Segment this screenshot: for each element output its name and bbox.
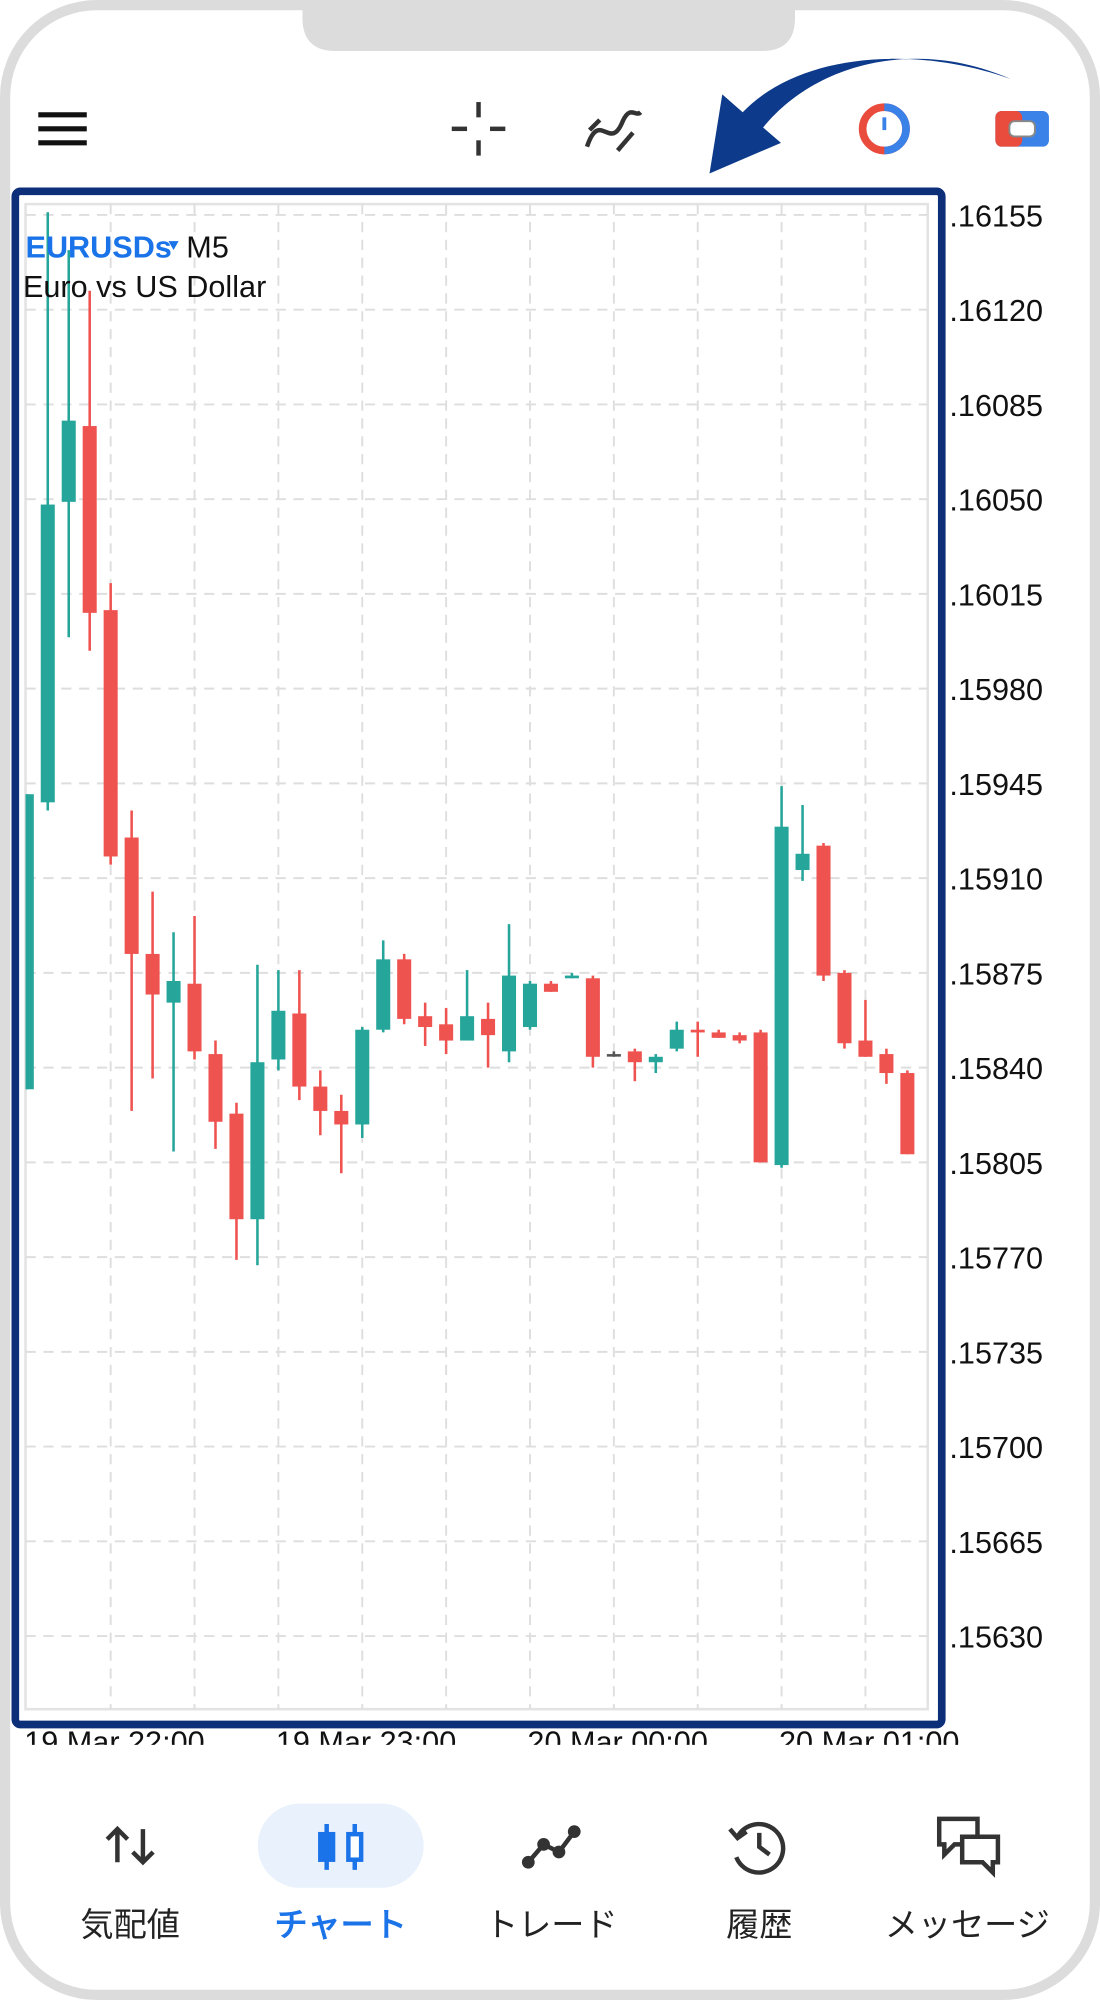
symbol-name[interactable]: EURUSDs xyxy=(26,231,172,265)
candle-body xyxy=(627,1051,642,1063)
indicator-button[interactable] xyxy=(584,110,643,152)
candle-body xyxy=(564,975,579,979)
candle-body xyxy=(25,794,34,1090)
candle-body xyxy=(606,1054,621,1057)
candle-body xyxy=(753,1032,768,1163)
nav-label[interactable]: トレード xyxy=(485,1907,618,1944)
y-tick-label: .15875 xyxy=(949,957,1043,991)
candle-body xyxy=(355,1029,370,1125)
candle-body xyxy=(292,1013,307,1087)
candle-body xyxy=(166,980,181,1003)
nav-label[interactable]: チャート xyxy=(275,1907,407,1944)
candle-body xyxy=(208,1054,223,1122)
candle-body xyxy=(837,972,852,1044)
x-tick-label: 19 Mar 23:00 xyxy=(276,1726,456,1760)
y-axis: .16155 .16120 .16085 .16050 .16015 .15980 .159… xyxy=(949,199,1043,1654)
symbol-dropdown[interactable] xyxy=(168,241,179,250)
y-tick-label: .16015 xyxy=(949,578,1043,612)
candles xyxy=(25,212,915,1266)
nav-chart[interactable]: チャート xyxy=(275,1823,407,1944)
candle-body xyxy=(439,1024,454,1041)
candle-body xyxy=(460,1016,475,1041)
candle-body xyxy=(187,983,202,1052)
candle-body xyxy=(879,1054,894,1074)
active-tab-bg xyxy=(257,1803,424,1888)
candle-body xyxy=(250,1062,265,1220)
y-tick-label: .15735 xyxy=(949,1336,1043,1370)
candle-body xyxy=(669,1029,684,1049)
candle-body xyxy=(648,1056,663,1063)
candle-body xyxy=(711,1032,726,1038)
nav-messages[interactable]: メッセージ xyxy=(885,1816,1050,1944)
candle-body xyxy=(124,837,139,954)
candle-body xyxy=(418,1016,433,1028)
candle-body xyxy=(690,1029,705,1033)
y-tick-label: .16120 xyxy=(949,294,1043,328)
candle-body xyxy=(522,983,538,1028)
y-tick-label: .16050 xyxy=(949,484,1043,518)
y-tick-label: .15770 xyxy=(949,1242,1043,1276)
y-tick-label: .16085 xyxy=(949,389,1043,423)
nav-trade[interactable]: トレード xyxy=(485,1825,618,1944)
candle-body xyxy=(732,1035,747,1041)
candle-body xyxy=(40,504,55,803)
x-tick-label: 20 Mar 01:00 xyxy=(779,1726,959,1760)
y-tick-label: .15700 xyxy=(949,1431,1043,1465)
candle-body xyxy=(103,610,118,857)
candle-body xyxy=(82,426,97,613)
trade-button[interactable] xyxy=(995,110,1049,147)
candle-body xyxy=(61,420,76,502)
timeframe-button[interactable] xyxy=(858,103,910,155)
nav-label[interactable]: 履歴 xyxy=(726,1907,792,1944)
menu-button[interactable] xyxy=(38,112,87,146)
y-tick-label: .15945 xyxy=(949,768,1043,802)
candle-body xyxy=(376,959,391,1030)
x-tick-label: 19 Mar 22:00 xyxy=(24,1726,204,1760)
nav-label[interactable]: メッセージ xyxy=(885,1907,1050,1944)
candle-body xyxy=(774,826,789,1166)
y-tick-label: .15805 xyxy=(949,1147,1043,1181)
candle-body xyxy=(543,983,558,992)
x-tick-label: 20 Mar 00:00 xyxy=(527,1726,707,1760)
y-tick-label: .15665 xyxy=(949,1526,1043,1560)
y-tick-label: .15980 xyxy=(949,673,1043,707)
timeframe: M5 xyxy=(186,231,229,265)
candle-body xyxy=(271,1010,286,1060)
crosshair-button[interactable] xyxy=(451,102,506,156)
highlight-box xyxy=(11,187,946,1729)
nav-label[interactable]: 気配値 xyxy=(80,1907,179,1944)
candle-body xyxy=(334,1110,349,1125)
candle-body xyxy=(397,959,412,1019)
candle-body xyxy=(816,845,831,976)
nav-history[interactable]: 履歴 xyxy=(726,1821,792,1944)
candle-body xyxy=(585,978,600,1057)
candle-body xyxy=(858,1040,873,1057)
y-tick-label: .15630 xyxy=(949,1621,1043,1655)
y-tick-label: .15840 xyxy=(949,1052,1043,1086)
candle-body xyxy=(145,953,160,995)
candle-body xyxy=(481,1018,496,1036)
x-axis: 19 Mar 22:00 19 Mar 23:00 20 Mar 00:00 20 M… xyxy=(24,1726,959,1760)
y-tick-label: .15910 xyxy=(949,863,1043,897)
highlight-arrow xyxy=(709,58,1011,174)
candle-body xyxy=(313,1086,328,1111)
candle-body xyxy=(795,853,810,871)
nav-quotes[interactable]: 気配値 xyxy=(80,1825,180,1944)
y-tick-label: .16155 xyxy=(949,199,1043,233)
candle-body xyxy=(502,975,517,1052)
candle-body xyxy=(900,1073,915,1155)
notch xyxy=(302,0,796,52)
symbol-description: Euro vs US Dollar xyxy=(23,270,266,304)
candle-body xyxy=(229,1113,244,1220)
